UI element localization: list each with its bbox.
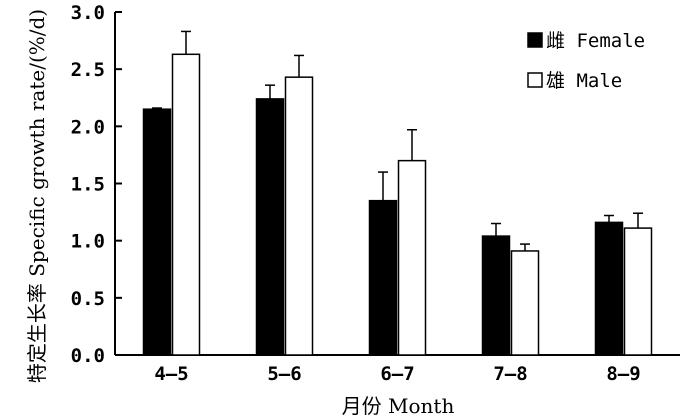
bars	[142, 30, 653, 356]
bar-female	[594, 221, 624, 356]
legend: 雌 Female 雄 Male	[527, 30, 645, 92]
x-axis-title: 月份 Month	[342, 394, 455, 418]
y-tick-label: 2.0	[71, 116, 105, 138]
bar-male	[284, 76, 314, 356]
y-tick-label: 1.0	[71, 231, 105, 253]
ticks: 0.0 0.5 1.0 1.5 2.0 2.5 3.0 4—5 5—6 6—7 7—8 8—9	[71, 2, 641, 385]
y-tick-label: 3.0	[71, 2, 105, 24]
x-tick-label: 8—9	[606, 363, 640, 385]
y-axis-title: 特定生长率 Specific growth rate/(%/d)	[25, 9, 49, 383]
bar-male	[171, 53, 201, 356]
bar-female	[142, 108, 172, 356]
y-tick-label: 0.5	[71, 288, 105, 310]
bar-female	[481, 235, 511, 356]
x-tick-label: 4—5	[154, 363, 188, 385]
bar-female	[255, 98, 285, 356]
x-tick-label: 5—6	[267, 363, 301, 385]
y-tick-label: 0.0	[71, 345, 105, 367]
y-tick-label: 2.5	[71, 59, 105, 81]
bar-male	[510, 250, 540, 356]
legend-label-female: 雌 Female	[546, 30, 645, 52]
x-tick-label: 7—8	[493, 363, 527, 385]
legend-label-male: 雄 Male	[546, 70, 622, 92]
bar-female	[368, 199, 398, 356]
y-tick-label: 1.5	[71, 174, 105, 196]
bar-male	[623, 227, 653, 356]
legend-swatch-female	[527, 32, 543, 48]
bar-male	[397, 159, 427, 356]
legend-swatch-male	[527, 72, 543, 88]
x-tick-label: 6—7	[380, 363, 414, 385]
